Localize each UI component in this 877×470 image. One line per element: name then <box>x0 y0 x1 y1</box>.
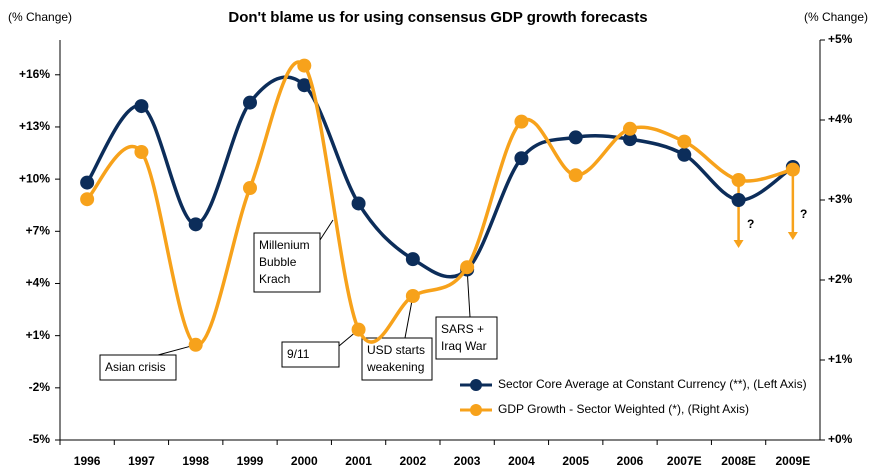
y2-axis-label: (% Change) <box>804 10 868 24</box>
legend-marker <box>470 404 482 416</box>
x-tick-label: 1998 <box>182 454 209 468</box>
annotation-text: 9/11 <box>287 347 310 361</box>
annotation-box <box>435 316 498 360</box>
series-marker <box>514 151 529 166</box>
annotation-text: weakening <box>366 360 424 374</box>
annotation-leader <box>466 269 471 318</box>
x-tick-label: 1999 <box>237 454 264 468</box>
series-marker <box>188 217 203 232</box>
x-tick-label: 2004 <box>508 454 535 468</box>
annotation-text: ? <box>747 217 754 231</box>
series-marker <box>351 322 366 337</box>
y2-tick-label: +5% <box>828 32 853 46</box>
x-tick-label: 2007E <box>667 454 702 468</box>
series-line <box>85 60 794 347</box>
annotation-text: Asian crisis <box>105 360 166 374</box>
y2-tick-label: +1% <box>828 352 853 366</box>
annotation-text: SARS + <box>441 322 484 336</box>
legend-label: GDP Growth - Sector Weighted (*), (Right… <box>498 402 749 416</box>
series-marker <box>405 289 420 303</box>
series-marker <box>460 260 475 275</box>
y-tick-label: +1% <box>26 328 51 342</box>
arrow-head <box>787 232 798 240</box>
series-marker <box>568 130 583 145</box>
x-tick-label: 1996 <box>74 454 101 468</box>
y-tick-label: +10% <box>19 171 50 185</box>
annotation-leader <box>404 295 414 339</box>
series-marker <box>405 252 420 267</box>
y2-tick-label: +0% <box>828 432 853 446</box>
series-marker <box>514 114 529 129</box>
series-marker <box>568 168 583 183</box>
annotation-box <box>281 341 340 368</box>
annotation-text: Iraq War <box>441 339 487 353</box>
legend-label: Sector Core Average at Constant Currency… <box>498 377 807 391</box>
y2-tick-label: +3% <box>828 192 853 206</box>
annotation-text: Millenium <box>259 238 310 252</box>
x-tick-label: 2008E <box>721 454 756 468</box>
x-tick-label: 2006 <box>617 454 644 468</box>
series-marker <box>297 78 312 93</box>
series-marker <box>297 58 312 73</box>
annotation-text: USD starts <box>367 343 425 357</box>
legend-marker <box>470 379 482 391</box>
y-axis-label: (% Change) <box>8 10 72 24</box>
series-marker <box>677 147 692 162</box>
y2-tick-label: +2% <box>828 272 853 286</box>
annotation-box <box>99 354 177 381</box>
annotation-text: ? <box>800 207 807 221</box>
series-marker <box>677 134 692 149</box>
x-tick-label: 2002 <box>400 454 427 468</box>
series-marker <box>623 121 637 136</box>
y-tick-label: -2% <box>29 380 51 394</box>
annotation-box <box>253 232 321 293</box>
series-marker <box>188 337 203 352</box>
annotation-text: Krach <box>259 272 290 286</box>
x-tick-label: 2003 <box>454 454 481 468</box>
x-tick-label: 2000 <box>291 454 318 468</box>
y-tick-label: +13% <box>19 119 50 133</box>
series-marker <box>731 173 746 187</box>
series-marker <box>623 132 637 147</box>
y-tick-label: -5% <box>29 432 51 446</box>
annotation-leader <box>319 219 334 241</box>
series-line <box>85 75 794 279</box>
series-marker <box>243 181 257 195</box>
x-tick-label: 2009E <box>776 454 811 468</box>
series-marker <box>731 193 746 207</box>
series-marker <box>80 175 95 190</box>
series-marker <box>351 196 366 211</box>
annotation-box <box>361 337 433 381</box>
series-marker <box>134 145 149 159</box>
x-tick-label: 1997 <box>128 454 155 468</box>
y-tick-label: +7% <box>26 223 51 237</box>
y-tick-label: +4% <box>26 276 51 290</box>
arrow-head <box>733 240 744 248</box>
x-tick-label: 2001 <box>345 454 372 468</box>
chart-title: Don't blame us for using consensus GDP g… <box>228 9 647 26</box>
series-marker <box>80 192 95 207</box>
series-marker <box>134 99 149 114</box>
annotation-text: Bubble <box>259 255 297 269</box>
y2-tick-label: +4% <box>828 112 853 126</box>
x-tick-label: 2005 <box>562 454 589 468</box>
series-marker <box>243 95 257 110</box>
y-tick-label: +16% <box>19 67 50 81</box>
series-marker <box>785 162 800 177</box>
